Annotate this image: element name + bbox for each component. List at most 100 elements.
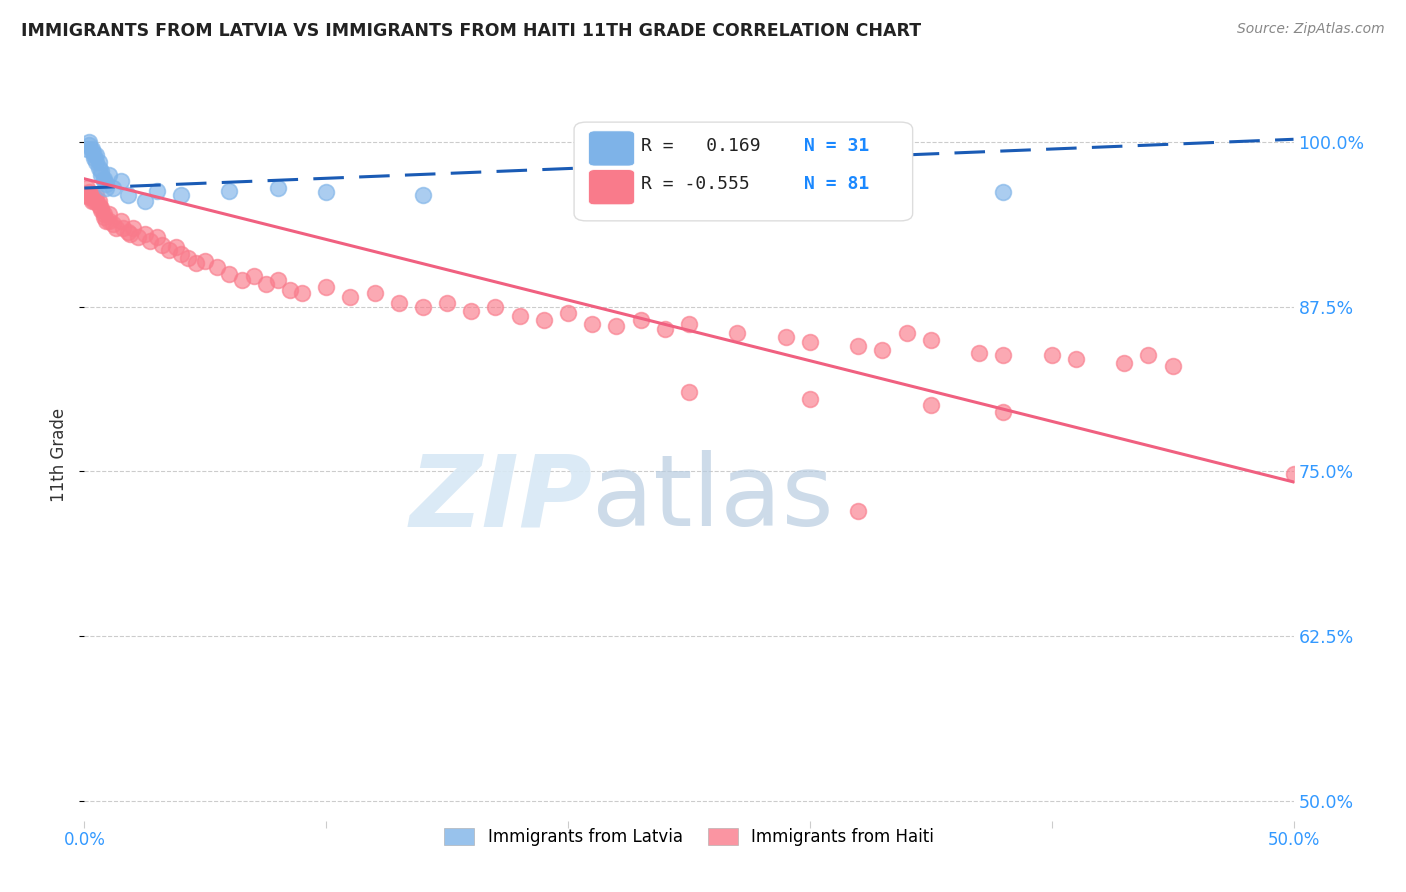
Point [993,185,1015,199]
Point [339,290,361,304]
Point [412,300,434,314]
Point [83,194,105,209]
Point [654,322,676,336]
Point [509,309,531,323]
Point [207,260,229,274]
Point [76,181,98,195]
Point [678,317,700,331]
Point [117,225,139,239]
Point [90,168,112,182]
Point [80,187,103,202]
Point [77,190,100,204]
Point [533,313,555,327]
Point [177,251,200,265]
Point [77,135,100,149]
Point [76,141,98,155]
Point [86,187,108,202]
Text: atlas: atlas [592,450,834,548]
Y-axis label: 11th Grade: 11th Grade [51,408,69,502]
Point [846,339,869,353]
Point [97,168,120,182]
Point [93,207,115,221]
Point [90,201,112,215]
Text: N = 81: N = 81 [804,176,869,194]
Legend: Immigrants from Latvia, Immigrants from Haiti: Immigrants from Latvia, Immigrants from … [437,821,941,853]
Point [110,174,132,188]
Point [134,194,156,209]
Point [967,345,990,359]
Text: 0.0%: 0.0% [63,831,105,849]
Point [315,280,337,294]
Point [678,385,700,400]
Point [1040,348,1063,362]
Point [93,210,115,224]
Point [90,203,112,218]
Point [267,273,290,287]
Point [436,295,458,310]
Point [146,229,169,244]
Point [170,247,193,261]
Point [920,399,942,413]
Point [1282,467,1305,481]
Point [218,267,240,281]
FancyBboxPatch shape [574,122,912,221]
FancyBboxPatch shape [589,131,634,166]
Point [1114,356,1136,370]
Point [291,286,314,301]
Point [104,220,127,235]
Point [630,313,652,327]
Point [165,240,187,254]
Point [231,273,253,287]
Point [775,330,797,344]
Point [80,141,103,155]
Point [138,234,160,248]
Point [90,164,112,178]
Point [278,283,301,297]
Point [146,184,169,198]
Point [242,269,264,284]
Point [484,300,506,314]
Point [86,154,108,169]
Text: ZIP: ZIP [409,450,592,548]
Point [83,148,105,162]
Point [1161,359,1184,373]
Point [184,256,207,270]
Point [112,220,135,235]
Point [799,392,821,406]
Point [120,227,142,242]
Text: 50.0%: 50.0% [1267,831,1320,849]
Point [846,504,869,518]
Point [388,295,411,310]
Point [1137,348,1160,362]
Point [77,185,100,199]
Point [605,190,627,204]
Point [103,181,125,195]
Point [254,277,277,292]
Point [157,243,180,257]
Point [150,237,173,252]
Point [94,214,117,228]
Text: Source: ZipAtlas.com: Source: ZipAtlas.com [1237,22,1385,37]
Point [920,333,942,347]
Point [315,185,337,199]
Point [87,198,110,212]
Point [76,187,98,202]
Text: R = -0.555: R = -0.555 [641,176,749,194]
Point [170,187,193,202]
Point [87,161,110,176]
Point [110,214,132,228]
Point [267,181,290,195]
Point [1064,352,1087,367]
Point [87,194,110,209]
Text: R =   0.169: R = 0.169 [641,136,761,154]
Point [117,187,139,202]
Point [94,181,117,195]
Point [80,194,103,209]
Point [993,348,1015,362]
Point [94,177,117,191]
Text: IMMIGRANTS FROM LATVIA VS IMMIGRANTS FROM HAITI 11TH GRADE CORRELATION CHART: IMMIGRANTS FROM LATVIA VS IMMIGRANTS FRO… [21,22,921,40]
Point [121,220,143,235]
Point [103,217,125,231]
Point [93,174,115,188]
Point [134,227,156,242]
